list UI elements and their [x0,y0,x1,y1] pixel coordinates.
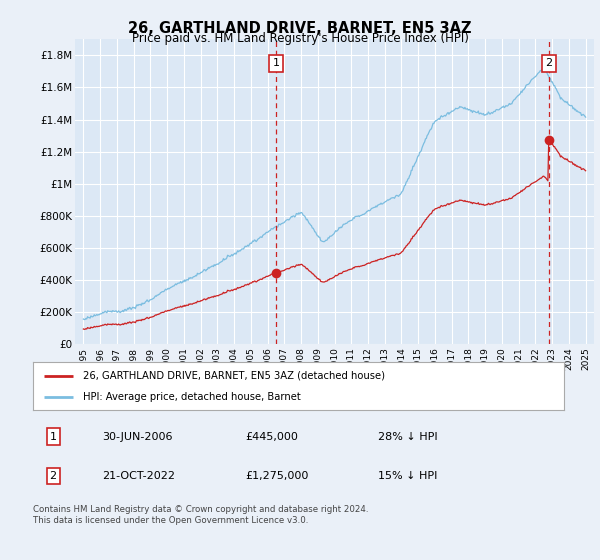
Text: HPI: Average price, detached house, Barnet: HPI: Average price, detached house, Barn… [83,391,301,402]
Text: 26, GARTHLAND DRIVE, BARNET, EN5 3AZ: 26, GARTHLAND DRIVE, BARNET, EN5 3AZ [128,21,472,36]
Text: £1,275,000: £1,275,000 [245,471,309,481]
Text: 28% ↓ HPI: 28% ↓ HPI [378,432,438,441]
Text: £445,000: £445,000 [245,432,298,441]
Text: 1: 1 [50,432,56,441]
Text: Contains HM Land Registry data © Crown copyright and database right 2024.
This d: Contains HM Land Registry data © Crown c… [33,505,368,525]
Text: 15% ↓ HPI: 15% ↓ HPI [378,471,437,481]
Text: 26, GARTHLAND DRIVE, BARNET, EN5 3AZ (detached house): 26, GARTHLAND DRIVE, BARNET, EN5 3AZ (de… [83,371,385,381]
Text: Price paid vs. HM Land Registry's House Price Index (HPI): Price paid vs. HM Land Registry's House … [131,32,469,45]
Text: 2: 2 [545,58,552,68]
Text: 21-OCT-2022: 21-OCT-2022 [102,471,175,481]
Text: 1: 1 [272,58,280,68]
Text: 30-JUN-2006: 30-JUN-2006 [102,432,173,441]
Text: 2: 2 [50,471,57,481]
